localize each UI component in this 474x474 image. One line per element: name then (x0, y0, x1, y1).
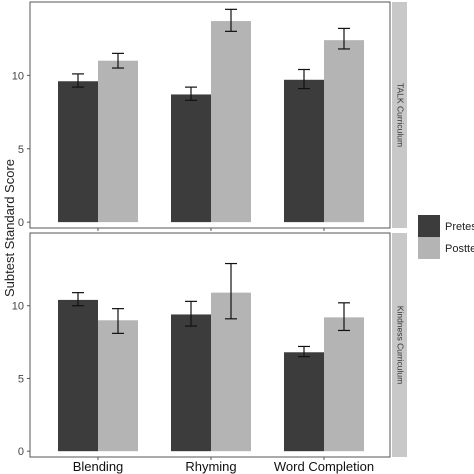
bar-posttest-blending (98, 60, 138, 223)
legend-label-posttest: Posttest (445, 243, 474, 255)
y-tick-label: 0 (18, 446, 24, 458)
error-bar (112, 308, 124, 334)
error-bar (185, 86, 197, 101)
bar-pretest-rhyming (171, 94, 211, 223)
error-bar (225, 262, 237, 320)
bar-pretest-blending (58, 81, 98, 223)
error-bar (298, 345, 310, 358)
error-bar (338, 302, 350, 332)
x-axis-tick-labels: Blending Rhyming Word Completion (73, 459, 374, 474)
error-bar (185, 300, 197, 327)
x-tick-label-blending: Blending (73, 459, 124, 474)
y-axis-label: Subtest Standard Score (2, 159, 17, 297)
x-tick-label-word-completion: Word Completion (274, 459, 374, 474)
y-tick-label: 10 (12, 70, 24, 82)
y-tick-label: 5 (18, 144, 24, 156)
error-bar (112, 52, 124, 69)
bar-pretest-rhyming (171, 314, 211, 452)
strip-kindness: Kindness Curriculum (392, 233, 407, 457)
y-tick-label: 5 (18, 373, 24, 385)
strip-talk-label: TALK Curriculum (395, 83, 405, 147)
error-bar (72, 292, 84, 307)
error-bar (338, 27, 350, 50)
y-tick-label: 0 (18, 217, 24, 229)
legend-key-pretest (418, 215, 440, 237)
legend: Pretest Posttest (418, 215, 474, 259)
bar-posttest-word-completion (324, 317, 364, 452)
bar-pretest-word-completion (284, 79, 324, 223)
strip-kindness-label: Kindness Curriculum (395, 306, 405, 384)
strip-talk-background (392, 2, 407, 228)
error-bar (298, 68, 310, 90)
bar-posttest-blending (98, 320, 138, 452)
error-bar (225, 8, 237, 32)
bar-pretest-blending (58, 299, 98, 452)
bar-pretest-word-completion (284, 352, 324, 452)
legend-label-pretest: Pretest (445, 221, 474, 233)
panel-talk: 0 5 10 (12, 1, 391, 231)
legend-key-posttest (418, 237, 440, 259)
strip-talk: TALK Curriculum (392, 2, 407, 228)
error-bar (72, 73, 84, 88)
y-tick-label: 10 (12, 301, 24, 313)
bar-posttest-word-completion (324, 40, 364, 223)
bar-posttest-rhyming (211, 21, 251, 223)
panel-kindness: 0 5 10 (12, 232, 391, 460)
x-tick-label-rhyming: Rhyming (185, 459, 236, 474)
strip-kindness-background (392, 233, 407, 457)
